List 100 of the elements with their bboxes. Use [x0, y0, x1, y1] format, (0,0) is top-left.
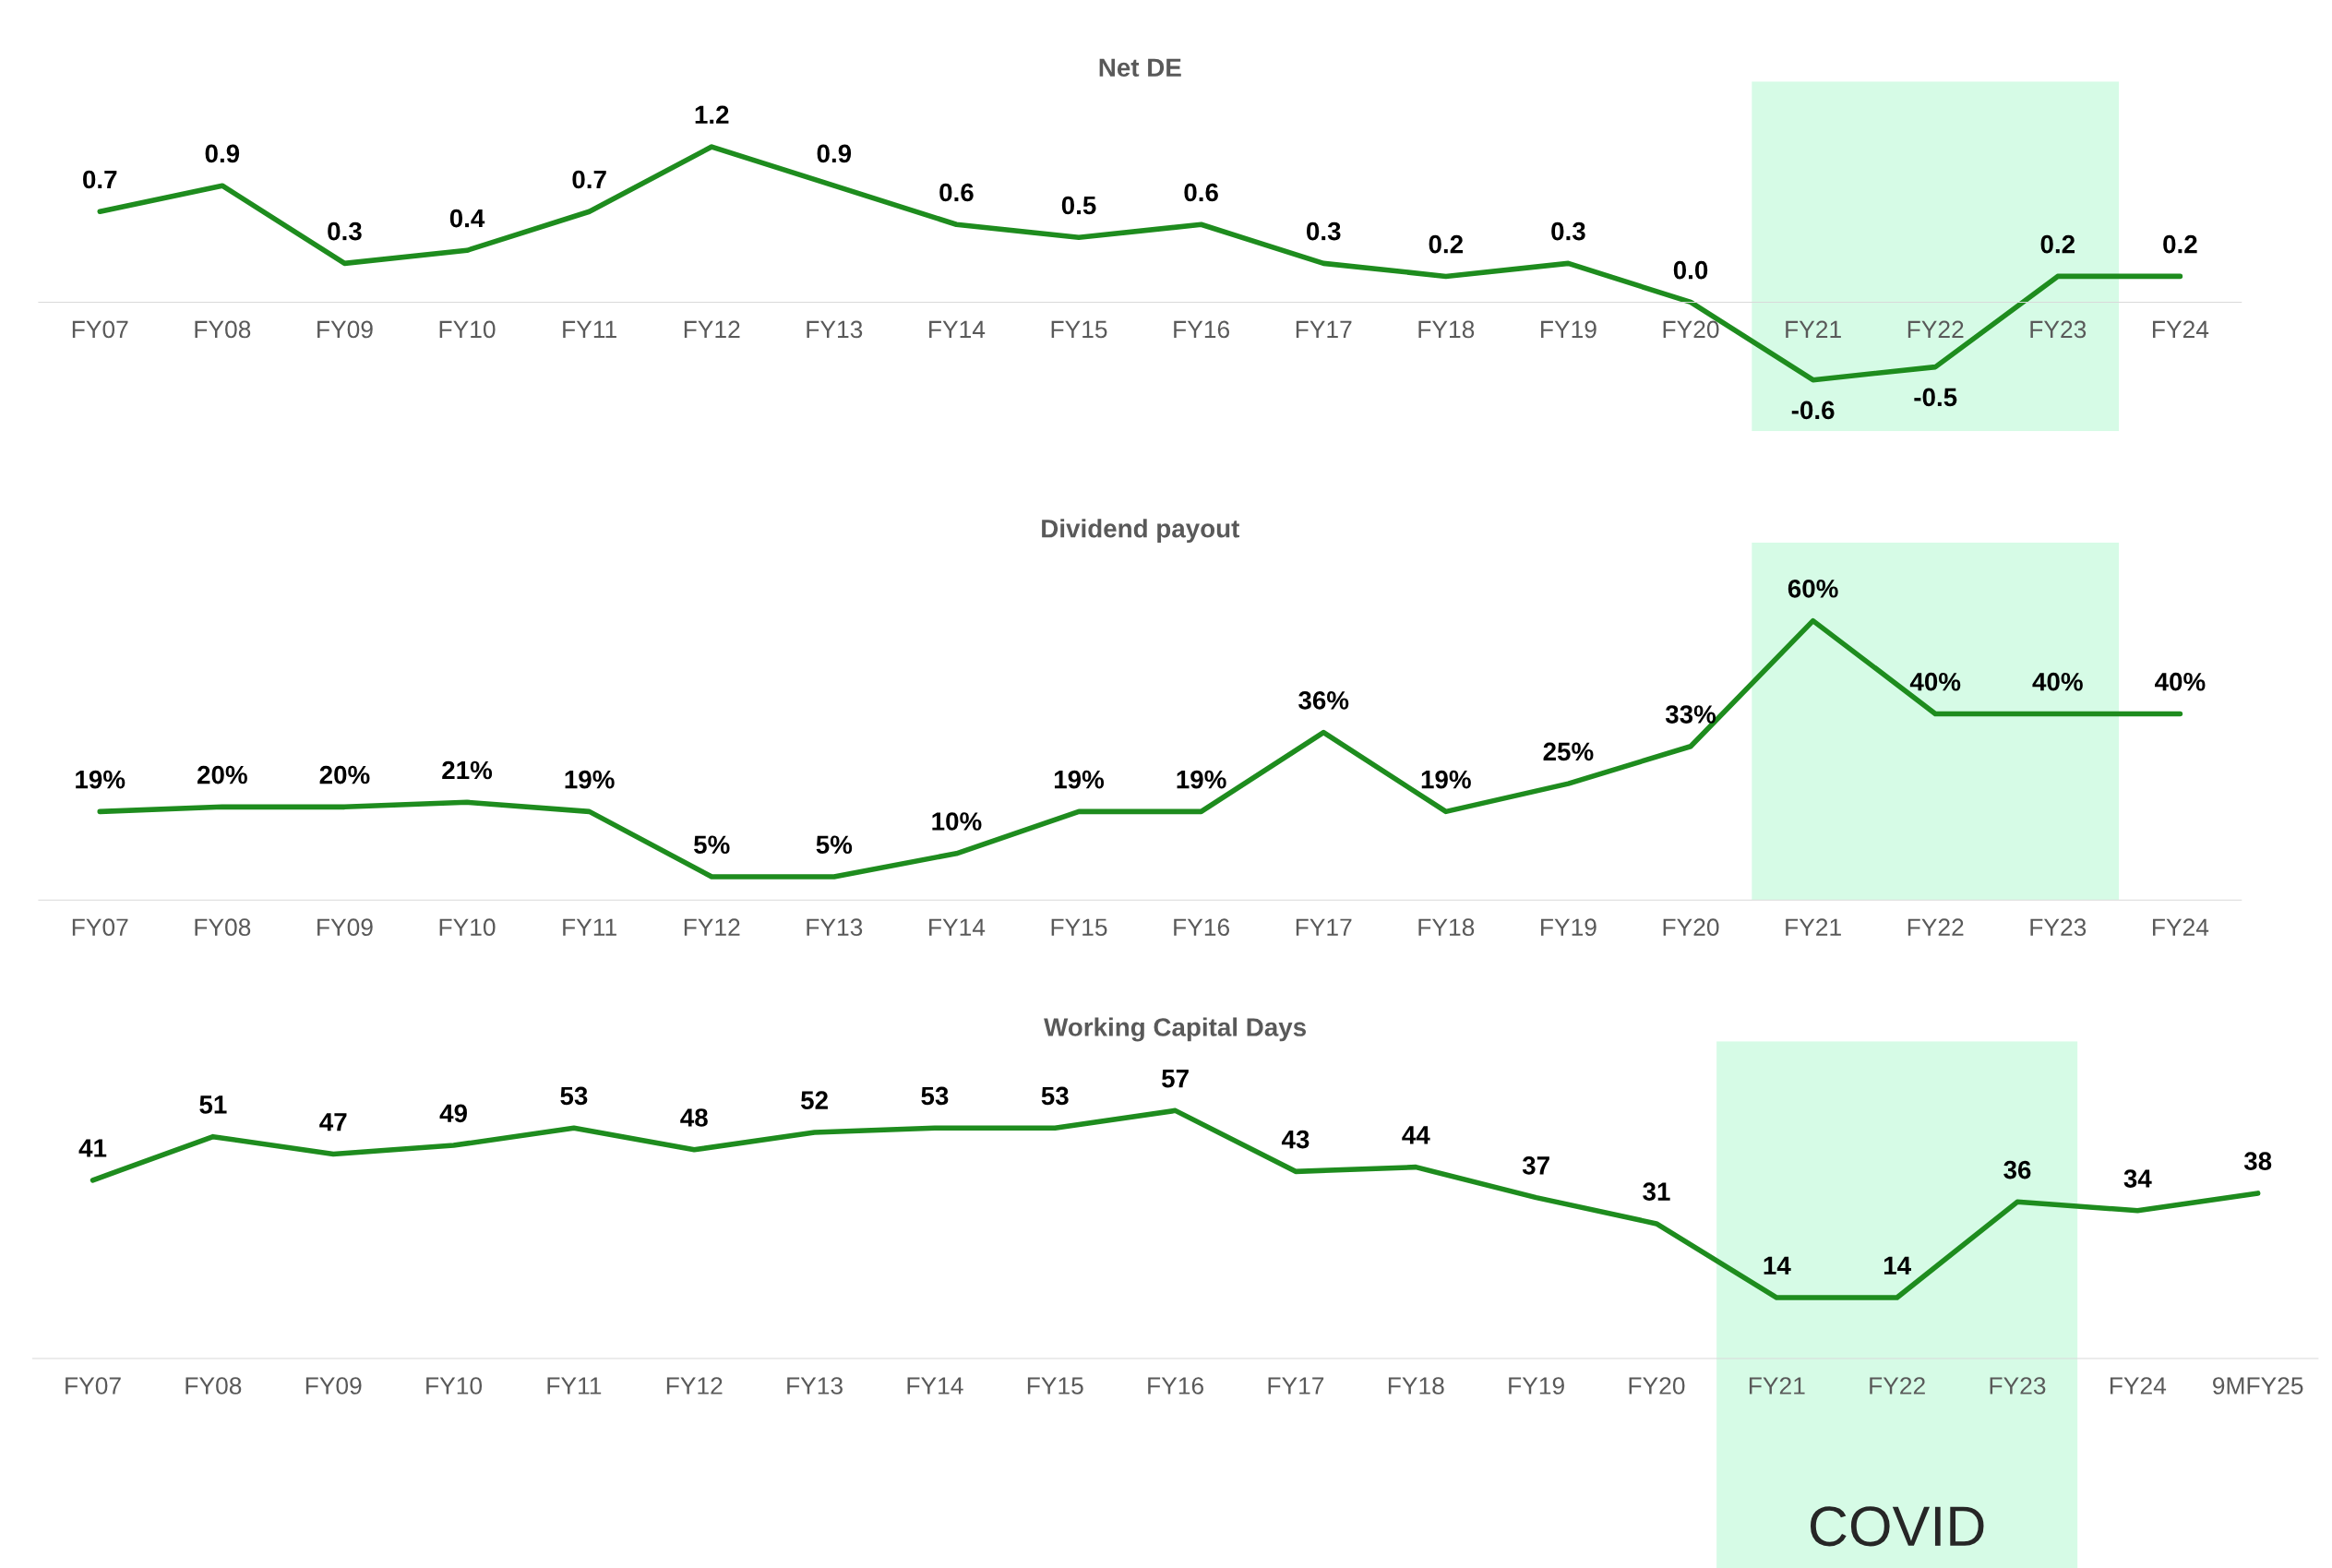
x-tick-label: FY09 — [305, 1377, 362, 1394]
data-label: 5% — [816, 835, 853, 855]
x-tick-label: FY12 — [684, 918, 740, 936]
data-label: 10% — [932, 812, 982, 831]
x-tick-label: FY09 — [317, 320, 373, 339]
x-tick-label: FY22 — [1907, 320, 1964, 339]
data-label: 0.6 — [939, 183, 974, 202]
x-tick-label: FY23 — [2030, 918, 2087, 937]
band-label: COVID — [1810, 1506, 1984, 1547]
x-tick-label: FY08 — [185, 1377, 242, 1394]
x-tick-label: FY12 — [684, 320, 740, 339]
x-tick-label: FY24 — [2110, 1377, 2167, 1394]
data-label: 48 — [680, 1108, 708, 1127]
x-tick-label: FY18 — [1418, 320, 1475, 339]
data-label: 14 — [1764, 1256, 1791, 1275]
data-label: 21% — [442, 760, 493, 780]
data-label: 57 — [1162, 1070, 1189, 1088]
x-tick-label: FY07 — [72, 918, 128, 937]
data-label: 5% — [694, 835, 730, 855]
data-label: 0.0 — [1673, 260, 1708, 280]
data-label: 41 — [78, 1139, 107, 1157]
data-label: 0.3 — [1307, 221, 1341, 241]
data-label: 19% — [76, 770, 126, 789]
data-label: 33% — [1665, 705, 1716, 724]
chart-title: Working Capital Days — [1044, 1017, 1307, 1042]
data-label: 34 — [2123, 1169, 2152, 1188]
chart-title: Dividend payout — [1042, 519, 1240, 544]
data-label: 49 — [439, 1104, 467, 1123]
x-tick-label: FY08 — [195, 320, 251, 339]
data-label: 25% — [1543, 742, 1594, 761]
x-tick-label: FY17 — [1296, 320, 1352, 339]
x-tick-label: FY11 — [547, 1377, 602, 1394]
x-tick-label: FY21 — [1786, 918, 1841, 936]
x-tick-label: FY15 — [1051, 918, 1107, 937]
data-label: 31 — [1643, 1182, 1670, 1202]
data-label: 60% — [1788, 579, 1838, 598]
data-label: 20% — [319, 765, 370, 784]
data-label: 53 — [921, 1086, 949, 1106]
data-label: 20% — [197, 765, 247, 784]
chart-title: Net DE — [1099, 58, 1181, 78]
x-tick-label: FY21 — [1786, 320, 1841, 339]
data-label: 37 — [1522, 1156, 1549, 1175]
x-tick-label: FY19 — [1509, 1377, 1564, 1394]
data-label: 36% — [1298, 691, 1349, 710]
data-label: 47 — [319, 1113, 347, 1131]
data-label: 52 — [801, 1091, 828, 1109]
x-tick-label: FY07 — [72, 320, 128, 339]
data-label: 43 — [1281, 1130, 1310, 1149]
x-tick-label: FY24 — [2153, 918, 2209, 936]
data-label: 51 — [199, 1095, 227, 1114]
x-tick-label: FY18 — [1388, 1377, 1444, 1394]
data-label: 19% — [1421, 770, 1471, 789]
x-tick-label: FY24 — [2153, 320, 2209, 339]
data-label: 0.2 — [1429, 234, 1464, 254]
x-tick-label: FY19 — [1541, 918, 1597, 937]
x-tick-label: FY18 — [1418, 918, 1475, 937]
data-label: 44 — [1402, 1126, 1430, 1144]
x-tick-label: FY16 — [1174, 918, 1229, 937]
x-tick-label: FY22 — [1870, 1377, 1925, 1394]
x-tick-label: FY20 — [1629, 1377, 1685, 1394]
x-tick-label: FY07 — [66, 1377, 121, 1394]
data-label: 0.3 — [1551, 221, 1585, 241]
x-tick-label: FY23 — [2030, 320, 2087, 339]
x-tick-label: FY21 — [1749, 1377, 1805, 1394]
x-tick-label: FY14 — [907, 1377, 963, 1394]
x-tick-label: FY22 — [1907, 918, 1964, 936]
data-label: 36 — [2003, 1160, 2031, 1179]
data-label: 40% — [2155, 672, 2206, 691]
x-tick-label: FY11 — [563, 918, 616, 936]
x-tick-label: FY10 — [439, 918, 496, 937]
x-tick-label: FY14 — [929, 320, 986, 339]
x-tick-label: FY10 — [426, 1377, 483, 1394]
x-tick-label: FY13 — [807, 918, 863, 937]
x-tick-label: FY12 — [666, 1377, 723, 1394]
x-tick-label: FY16 — [1174, 320, 1229, 339]
data-label: 0.5 — [1061, 196, 1096, 215]
data-label: 14 — [1884, 1256, 1911, 1275]
data-label: -0.5 — [1914, 388, 1957, 407]
data-label: 0.4 — [449, 209, 485, 228]
data-label: 19% — [1177, 770, 1226, 789]
data-label: 40% — [2032, 672, 2083, 691]
x-tick-label: FY19 — [1541, 320, 1597, 339]
data-label: 0.6 — [1184, 183, 1218, 202]
x-tick-label: FY09 — [317, 918, 373, 937]
data-label: 53 — [1041, 1086, 1069, 1106]
data-label: 0.2 — [2040, 234, 2075, 254]
data-label: 0.9 — [817, 144, 852, 163]
x-tick-label: FY15 — [1027, 1377, 1083, 1394]
data-label: 38 — [2243, 1152, 2272, 1171]
x-tick-label: 9MFY25 — [2213, 1377, 2303, 1394]
x-tick-label: FY11 — [563, 320, 616, 339]
data-label: 40% — [1909, 672, 1961, 691]
x-tick-label: FY17 — [1268, 1377, 1324, 1394]
data-label: 19% — [565, 770, 615, 789]
x-tick-label: FY20 — [1663, 320, 1719, 339]
x-tick-label: FY23 — [1990, 1377, 2046, 1394]
x-tick-label: FY13 — [807, 320, 863, 339]
data-label: 19% — [1054, 770, 1105, 789]
data-label: 0.7 — [83, 170, 117, 189]
x-tick-label: FY10 — [439, 320, 496, 339]
